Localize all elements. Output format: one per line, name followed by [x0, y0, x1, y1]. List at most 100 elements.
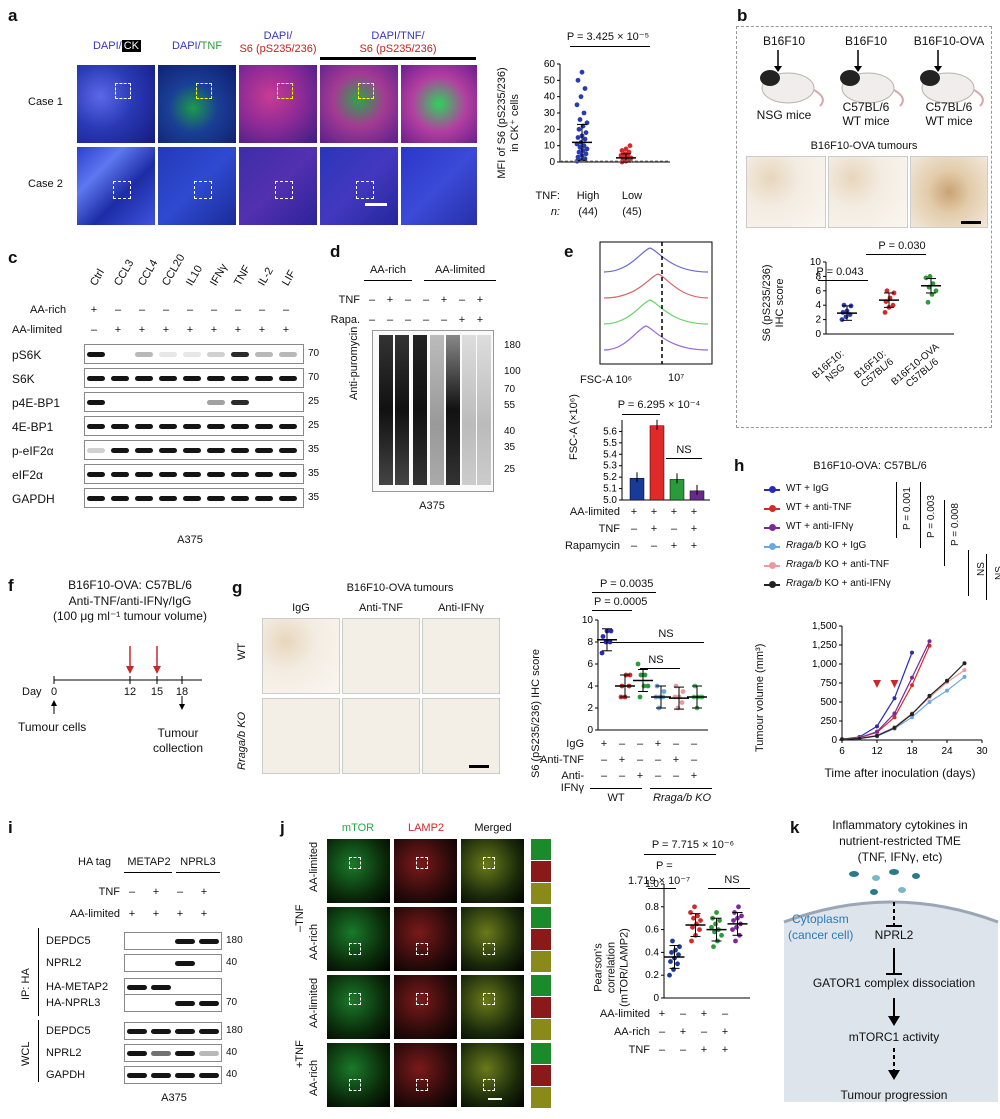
k-mtorc1: mTORC1 activity — [848, 1030, 940, 1044]
b-point — [884, 288, 890, 294]
g-row-label: Anti-IFNγ — [560, 770, 584, 794]
b-cells-2: B16F10 — [844, 34, 888, 48]
c-band — [159, 472, 177, 477]
c-band — [231, 472, 249, 477]
h-legend-label: WT + anti-TNF — [786, 502, 852, 513]
a-image-case2-s6 — [238, 146, 318, 226]
g-point — [607, 639, 613, 645]
i-line-metap2 — [124, 872, 172, 873]
a-point — [619, 148, 625, 153]
h-xlabel: Time after inoculation (days) — [824, 766, 976, 780]
j-sign: + — [721, 1026, 729, 1038]
a-point — [584, 146, 590, 152]
j-ylabel-1: Pearson's correlation — [592, 941, 618, 994]
j-sign: + — [700, 1044, 708, 1056]
a-group-low: Low — [621, 190, 643, 202]
h-legend-label: Rraga/b KO + anti-TNF — [786, 559, 889, 570]
h-ns-2-text: NS — [994, 566, 1000, 580]
h-legend-marker — [769, 543, 776, 550]
j-roi-box — [349, 857, 361, 869]
j-point — [673, 947, 678, 953]
g-point — [642, 672, 648, 678]
h-series-line — [841, 645, 931, 740]
c-blot-label: GAPDH — [12, 492, 55, 506]
g-group-line-wt — [590, 788, 642, 789]
a-point — [623, 146, 629, 152]
h-legend-marker — [769, 524, 776, 531]
j-inset — [531, 839, 551, 860]
i-band — [175, 1073, 195, 1078]
h-legend: WT + IgG WT + anti-TNF WT + anti-IFNγ Rraga… — [764, 482, 894, 602]
b-ylabel-2: IHC score — [774, 278, 786, 328]
f-treatment-1: Anti-TNF/anti-IFNγ/IgG — [68, 594, 192, 608]
j-inset — [531, 1087, 551, 1108]
j-inset — [531, 1019, 551, 1040]
g-p-bracket-2 — [592, 610, 632, 611]
g-point — [637, 694, 643, 700]
j-row-label: TNF — [628, 1044, 650, 1056]
j-col-merged: Merged — [474, 822, 512, 834]
c-band — [231, 496, 249, 501]
a-roi-box — [275, 181, 293, 199]
g-col-anti-tnf: Anti-TNF — [359, 602, 403, 614]
c-band — [207, 472, 225, 477]
i-cell-line: A375 — [161, 1092, 187, 1104]
d-mw-label: 40 — [504, 426, 516, 437]
panel-label-f: f — [8, 576, 14, 595]
g-sign: – — [690, 754, 698, 766]
h-p-value-1-text: P = 0.001 — [902, 487, 913, 530]
h-p-value-3-text: P = 0.008 — [950, 503, 961, 546]
j-sign: – — [679, 1044, 687, 1056]
c-band — [231, 448, 249, 453]
j-point — [711, 944, 716, 950]
c-band — [207, 376, 225, 381]
a-roi-box — [194, 181, 212, 199]
k-arrow-head — [888, 1016, 900, 1026]
d-sign: + — [476, 294, 484, 306]
g-point — [635, 661, 641, 667]
h-ns-bracket-2 — [986, 554, 987, 600]
c-band — [135, 352, 153, 357]
g-col-igg: IgG — [292, 602, 310, 614]
a-n-low: (45) — [622, 206, 642, 218]
j-point — [730, 927, 735, 932]
j-roi-box — [416, 943, 428, 955]
j-point — [688, 910, 693, 915]
a-col-header-3-part2: S6 (pS235/236) — [239, 43, 317, 55]
h-series-point — [927, 643, 932, 648]
b-cells-3: B16F10-OVA — [913, 34, 985, 48]
b-ihc-title: B16F10-OVA tumours — [810, 140, 918, 152]
j-sign: + — [721, 1044, 729, 1056]
e-y-tick-label: 5.0 — [603, 495, 617, 506]
h-series-point — [945, 688, 949, 693]
a-scale-bar — [365, 203, 387, 206]
h-series-point — [892, 696, 897, 701]
g-ihc-ko-anti-ifng — [422, 698, 500, 774]
h-treatment-marker — [873, 680, 881, 688]
j-sign: – — [679, 1008, 687, 1020]
c-band — [111, 376, 129, 381]
c-blot-label: pS6K — [12, 348, 42, 362]
j-point — [668, 959, 673, 964]
c-lane-label: LIF — [280, 268, 299, 288]
d-aa-limited-line — [424, 280, 496, 281]
a-ylabel-2: in CK⁺ cells — [509, 94, 521, 152]
j-point — [736, 904, 741, 910]
g-sign: – — [636, 738, 644, 750]
g-point — [645, 683, 651, 689]
g-y-tick-label: 2 — [587, 703, 593, 714]
h-p-value-1: P = 0.001 — [902, 487, 913, 530]
j-roi-box — [483, 993, 495, 1005]
h-series-point — [962, 674, 967, 679]
d-sign: – — [368, 294, 376, 306]
a-image-case2-tnf — [157, 146, 237, 226]
j-point — [669, 950, 674, 955]
f-collection-2: collection — [152, 741, 204, 755]
j-micrograph — [393, 974, 458, 1040]
c-band — [183, 376, 201, 381]
c-band — [87, 400, 105, 405]
i-blot-label: DEPDC5 — [46, 935, 91, 947]
panel-label-h: h — [734, 456, 745, 475]
i-blot-label: DEPDC5 — [46, 1025, 91, 1037]
panel-label-g: g — [232, 578, 243, 597]
